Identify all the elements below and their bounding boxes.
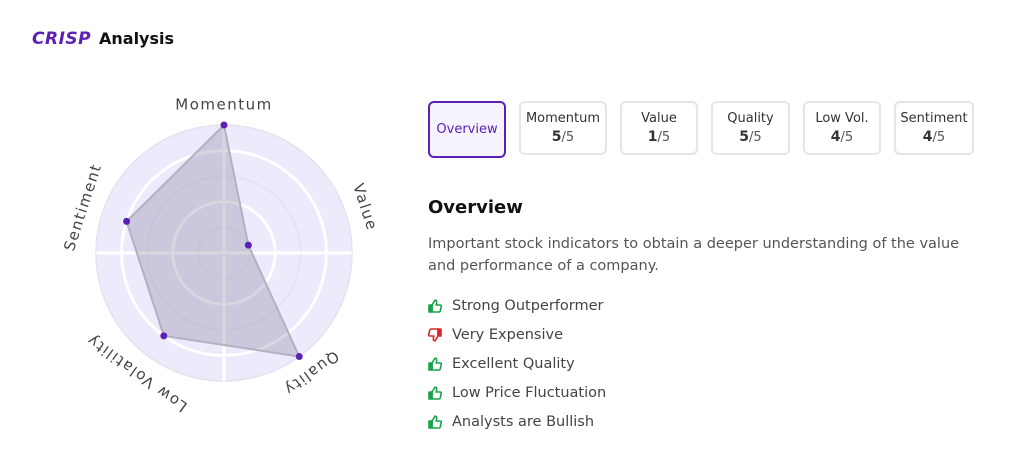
tab-label: Momentum	[525, 111, 601, 126]
description: Important stock indicators to obtain a d…	[428, 236, 960, 274]
tab[interactable]: Sentiment 4/5	[894, 101, 974, 155]
tab-score: 5/5	[739, 129, 761, 145]
section-heading: Overview	[428, 197, 523, 218]
tab-label: Quality	[727, 111, 774, 126]
axis-label: Momentum	[175, 96, 272, 114]
score-max: /5	[932, 130, 946, 145]
indicator-text: Analysts are Bullish	[452, 413, 595, 430]
score-value: 5	[739, 129, 750, 145]
tab-label: Overview	[436, 122, 498, 137]
indicator-item: Low Price Fluctuation	[428, 378, 606, 407]
indicator-item: Very Expensive	[428, 320, 606, 349]
logo: CRISP	[32, 29, 92, 49]
score-max: /5	[657, 130, 671, 145]
data-point	[244, 241, 252, 249]
tab[interactable]: Overview	[428, 101, 506, 158]
score-value: 4	[922, 129, 933, 145]
tab-label: Value	[641, 111, 677, 126]
score-max: /5	[840, 130, 854, 145]
tab-score: 5/5	[552, 129, 574, 145]
data-point	[160, 332, 168, 340]
thumbs-up-icon	[428, 385, 442, 400]
tab[interactable]: Value 1/5	[620, 101, 698, 155]
score-value: 5	[551, 129, 562, 145]
indicator-text: Very Expensive	[452, 326, 564, 343]
indicator-list: Strong Outperformer Very Expensive Excelle…	[428, 291, 606, 436]
indicator-item: Strong Outperformer	[428, 291, 606, 320]
indicator-text: Excellent Quality	[452, 355, 575, 372]
thumbs-up-icon	[428, 298, 442, 313]
tab-score: 4/5	[923, 129, 945, 145]
tab-score: 4/5	[831, 129, 853, 145]
tab[interactable]: Low Vol. 4/5	[803, 101, 881, 155]
tab-label: Low Vol.	[815, 111, 869, 126]
indicator-text: Strong Outperformer	[452, 297, 604, 314]
data-point	[220, 121, 228, 129]
data-point	[123, 217, 131, 225]
app-title: Analysis	[99, 29, 175, 48]
tab[interactable]: Momentum 5/5	[519, 101, 607, 155]
tab[interactable]: Quality 5/5	[711, 101, 790, 155]
score-max: /5	[561, 130, 575, 145]
score-value: 1	[647, 129, 658, 145]
score-value: 4	[830, 129, 841, 145]
data-point	[295, 353, 303, 361]
thumbs-up-icon	[428, 414, 442, 429]
thumbs-up-icon	[428, 356, 442, 371]
radar-area	[125, 122, 301, 358]
indicator-item: Excellent Quality	[428, 349, 606, 378]
thumbs-down-icon	[428, 327, 442, 342]
score-max: /5	[749, 130, 762, 145]
tab-label: Sentiment	[900, 111, 968, 126]
tab-score: 1/5	[648, 129, 670, 145]
axis-label: Value	[349, 181, 381, 233]
indicator-item: Analysts are Bullish	[428, 407, 606, 436]
indicator-text: Low Price Fluctuation	[452, 384, 607, 401]
